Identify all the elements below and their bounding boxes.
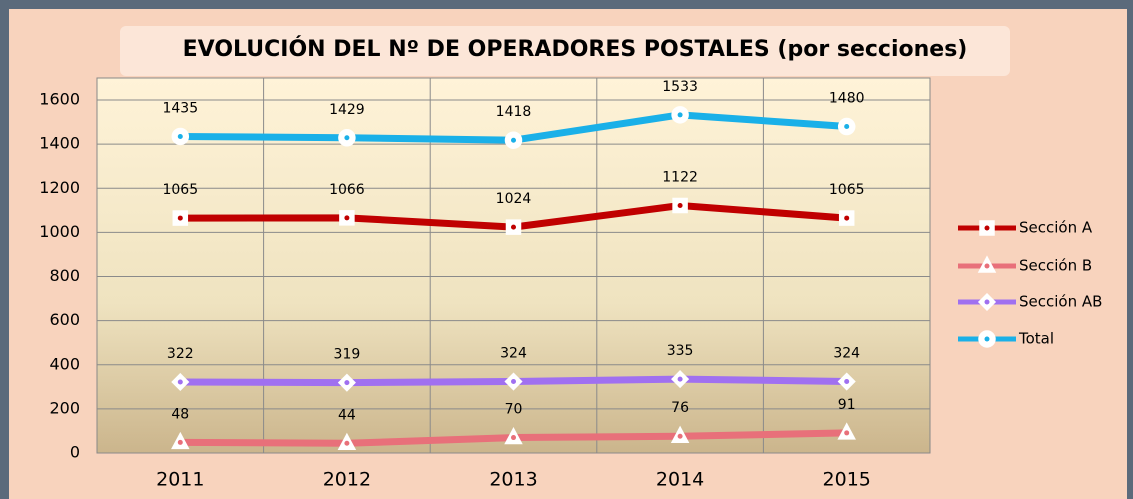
value-label: 1533 [662, 79, 698, 95]
value-label: 324 [500, 346, 527, 362]
x-tick-label: 2012 [323, 469, 371, 491]
value-label: 1024 [496, 191, 532, 207]
value-label: 1435 [162, 100, 198, 116]
value-label: 1480 [829, 91, 865, 107]
marker-dot [344, 440, 350, 446]
value-label: 70 [505, 402, 523, 418]
marker-dot [511, 379, 516, 385]
legend-label: Total [1018, 330, 1054, 348]
y-tick-label: 1600 [39, 90, 80, 109]
y-tick-label: 0 [70, 443, 80, 462]
marker-dot [844, 430, 850, 436]
marker-dot [511, 137, 516, 143]
marker-dot [177, 439, 183, 445]
value-label: 91 [838, 397, 856, 413]
marker-dot [177, 215, 183, 221]
y-tick-label: 1400 [39, 134, 80, 153]
marker-dot [844, 215, 850, 221]
marker-dot [344, 215, 350, 221]
y-tick-label: 400 [49, 354, 80, 373]
y-tick-label: 1000 [39, 222, 80, 241]
marker-dot [344, 135, 350, 141]
x-tick-label: 2015 [823, 469, 871, 491]
marker-dot [984, 225, 990, 231]
marker-dot [511, 224, 516, 230]
value-label: 324 [833, 346, 860, 362]
marker-dot [177, 379, 183, 385]
value-label: 44 [338, 407, 356, 423]
value-label: 322 [167, 346, 194, 362]
value-label: 1418 [496, 104, 532, 120]
title-box [120, 26, 1010, 76]
marker-dot [177, 133, 183, 139]
marker-dot [344, 380, 350, 386]
marker-dot [984, 336, 990, 342]
value-label: 1065 [162, 182, 198, 198]
marker-dot [677, 112, 683, 118]
value-label: 76 [671, 400, 689, 416]
value-label: 319 [334, 347, 361, 363]
marker-dot [844, 124, 850, 130]
value-label: 1065 [829, 182, 865, 198]
marker-dot [677, 433, 683, 439]
x-tick-label: 2011 [156, 469, 204, 491]
y-tick-label: 200 [49, 398, 80, 417]
marker-dot [984, 299, 990, 305]
value-label: 1122 [662, 170, 698, 186]
value-label: 335 [667, 343, 694, 359]
legend-label: Sección B [1019, 257, 1092, 275]
y-tick-label: 800 [49, 266, 80, 285]
marker-dot [844, 379, 850, 385]
marker-dot [984, 263, 990, 269]
marker-dot [677, 376, 683, 382]
marker-dot [677, 203, 683, 208]
value-label: 1429 [329, 102, 365, 118]
marker-dot [511, 435, 516, 441]
legend-label: Sección A [1019, 219, 1093, 237]
x-tick-label: 2014 [656, 469, 704, 491]
chart-title: EVOLUCIÓN DEL Nº DE OPERADORES POSTALES … [183, 36, 968, 62]
value-label: 48 [171, 406, 189, 422]
value-label: 1066 [329, 182, 365, 198]
x-tick-label: 2013 [489, 469, 537, 491]
y-tick-label: 1200 [39, 178, 80, 197]
legend-label: Sección AB [1019, 293, 1102, 311]
y-tick-label: 600 [49, 310, 80, 329]
